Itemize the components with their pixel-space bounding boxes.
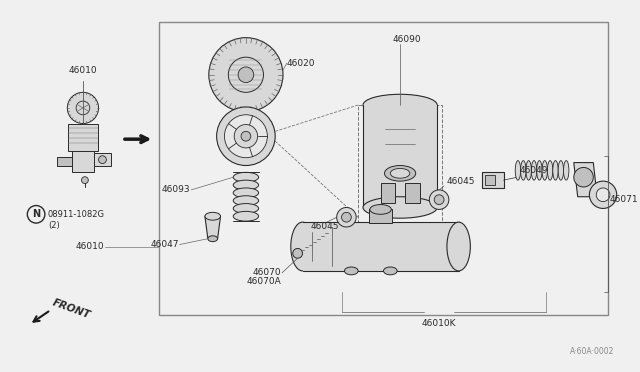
Bar: [56, 157, 72, 167]
Ellipse shape: [370, 205, 391, 214]
Ellipse shape: [363, 94, 437, 116]
Text: (2): (2): [48, 221, 60, 230]
Bar: [68, 124, 97, 151]
Bar: [369, 209, 392, 223]
Text: 46070: 46070: [252, 268, 281, 278]
Ellipse shape: [385, 166, 416, 181]
Ellipse shape: [447, 222, 470, 271]
Ellipse shape: [537, 161, 542, 180]
Text: 08911-1082G: 08911-1082G: [48, 210, 105, 219]
Circle shape: [225, 115, 268, 158]
Circle shape: [81, 177, 88, 183]
Polygon shape: [205, 216, 221, 239]
Text: 46093: 46093: [162, 185, 190, 195]
Ellipse shape: [233, 203, 259, 213]
Circle shape: [435, 195, 444, 205]
Ellipse shape: [564, 161, 569, 180]
Text: 46070A: 46070A: [246, 277, 281, 286]
Text: 46090: 46090: [392, 35, 421, 44]
Bar: [93, 153, 111, 167]
Ellipse shape: [515, 161, 520, 180]
Bar: [381, 183, 396, 203]
Ellipse shape: [383, 267, 397, 275]
Circle shape: [67, 92, 99, 124]
Polygon shape: [574, 163, 597, 197]
Text: 46045: 46045: [447, 177, 476, 186]
Text: 46010: 46010: [76, 242, 104, 251]
Bar: [405, 183, 420, 203]
Ellipse shape: [233, 188, 259, 198]
Ellipse shape: [233, 180, 259, 190]
Circle shape: [234, 125, 258, 148]
Circle shape: [99, 156, 106, 164]
Ellipse shape: [558, 161, 564, 180]
Ellipse shape: [520, 161, 526, 180]
Ellipse shape: [205, 212, 221, 220]
Circle shape: [228, 57, 264, 92]
Ellipse shape: [233, 211, 259, 221]
Text: A·60A·0002: A·60A·0002: [570, 347, 615, 356]
Ellipse shape: [233, 172, 259, 182]
Ellipse shape: [390, 169, 410, 178]
Bar: [159, 22, 608, 315]
Circle shape: [342, 212, 351, 222]
Text: FRONT: FRONT: [51, 298, 92, 321]
Ellipse shape: [233, 196, 259, 205]
Text: N: N: [32, 209, 40, 219]
Text: 46049: 46049: [519, 166, 548, 175]
Bar: [358, 105, 442, 227]
Circle shape: [574, 167, 593, 187]
Bar: [485, 175, 495, 185]
Text: 46045: 46045: [310, 222, 339, 231]
Circle shape: [429, 190, 449, 209]
Text: 46047: 46047: [150, 240, 179, 249]
Ellipse shape: [542, 161, 547, 180]
Circle shape: [238, 67, 253, 83]
Ellipse shape: [547, 161, 553, 180]
Bar: [72, 151, 93, 172]
Circle shape: [241, 131, 251, 141]
Circle shape: [76, 101, 90, 115]
Ellipse shape: [526, 161, 531, 180]
Text: 46010: 46010: [68, 66, 97, 75]
Ellipse shape: [344, 267, 358, 275]
Ellipse shape: [553, 161, 558, 180]
Bar: [303, 222, 459, 271]
Circle shape: [216, 107, 275, 166]
Ellipse shape: [291, 222, 314, 271]
Circle shape: [337, 208, 356, 227]
Circle shape: [292, 248, 303, 258]
Text: 46020: 46020: [287, 58, 316, 68]
Ellipse shape: [208, 236, 218, 242]
Ellipse shape: [531, 161, 537, 180]
Ellipse shape: [363, 197, 437, 218]
Circle shape: [589, 181, 617, 208]
Text: 46010K: 46010K: [422, 319, 456, 328]
Text: 46071: 46071: [610, 195, 639, 204]
Circle shape: [596, 188, 610, 202]
Bar: [482, 172, 504, 188]
Bar: [363, 105, 437, 208]
Circle shape: [209, 38, 283, 112]
